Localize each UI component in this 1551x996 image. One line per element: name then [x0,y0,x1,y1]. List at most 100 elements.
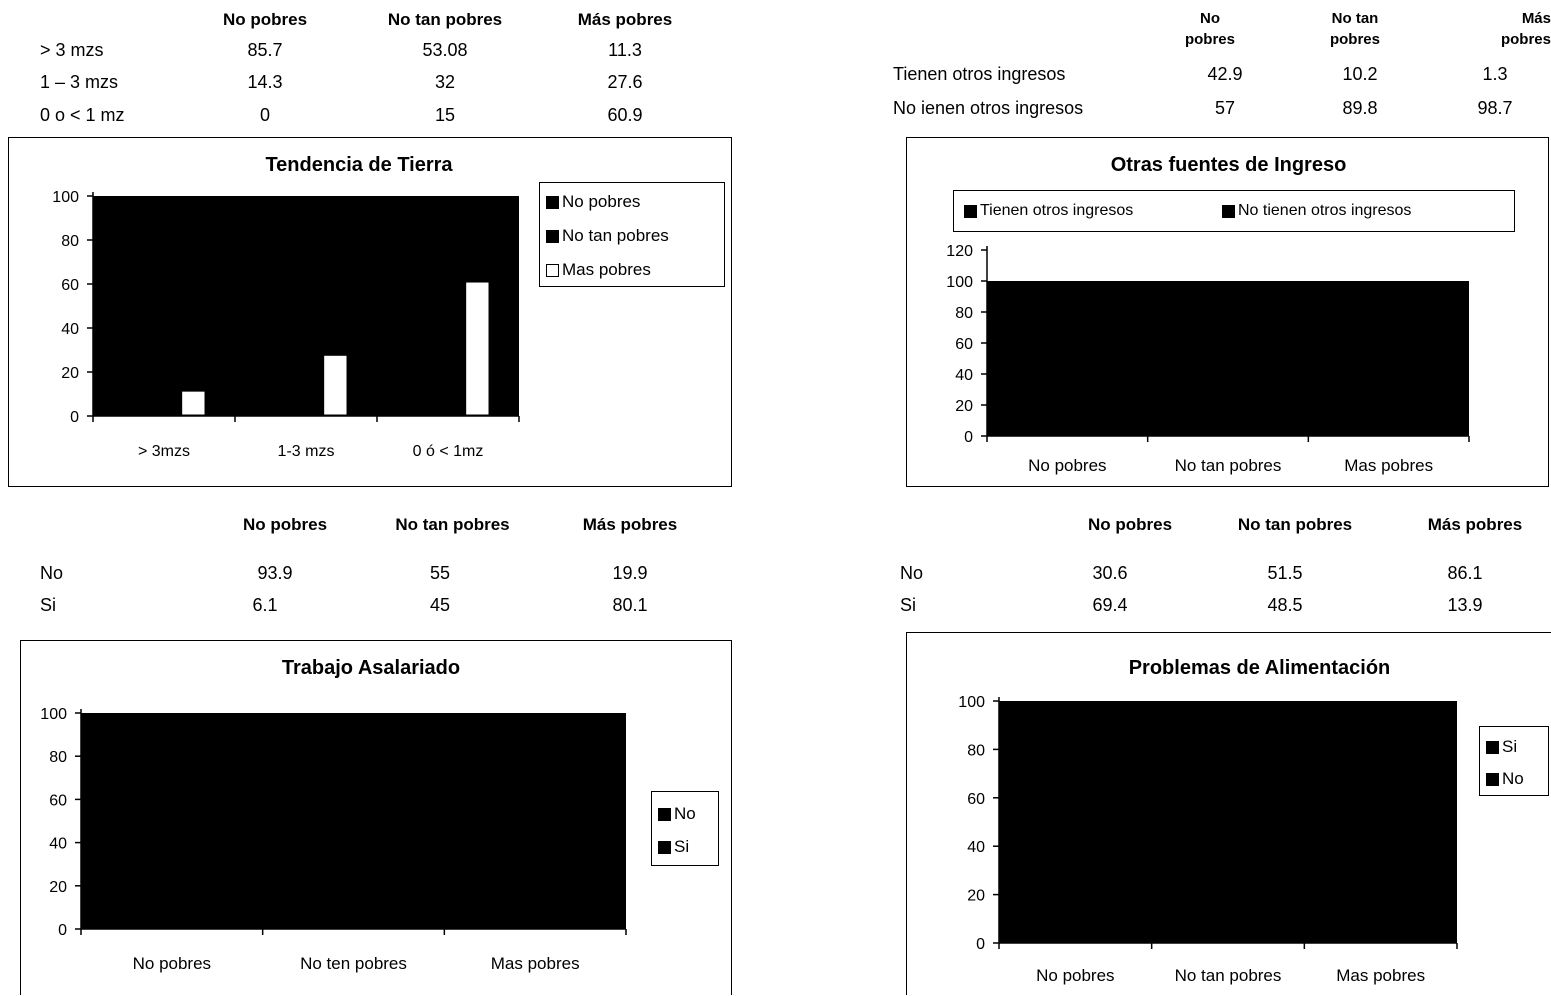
x-tick-label: Mas pobres [1344,456,1433,475]
legend-swatch [1486,740,1499,754]
chart-alimentacion-plot: 0 20 40 60 80 100 No pobres No tan pobres Mas po… [958,694,1458,985]
bar [174,915,226,928]
legend-item: Mas pobres [546,260,651,280]
legend-label: No tienen otros ingresos [1238,202,1412,219]
legend-label: Si [674,837,690,856]
x-tick-label: No tan pobres [1175,456,1282,475]
legend-swatch [964,204,977,218]
table-cell: 69.4 [1092,595,1128,615]
row-label: No ienen otros ingresos [893,98,1084,118]
y-tick-label: 20 [61,365,79,382]
table-header-line: No [1200,10,1220,27]
plot-area [999,701,1457,943]
bar [1341,433,1386,435]
table-header: No tan pobres [1305,8,1405,50]
bar [1020,369,1065,435]
y-tick-label: 40 [49,836,67,853]
table-cell: 53.08 [422,40,468,60]
table-header-line: pobres [1500,31,1551,48]
table-cell: 55 [429,563,451,583]
plot-area [81,713,626,929]
legend-swatch [1486,772,1499,786]
bar [1231,296,1275,435]
x-tick-label: No pobres [133,954,211,973]
legend-swatch [1222,204,1235,218]
row-label: No [900,563,924,583]
chart-legend: Si No [1479,726,1549,796]
row-label: Tienen otros ingresos [893,64,1066,84]
table-header: Más pobres [1460,8,1551,50]
y-tick-label: 60 [955,336,973,353]
legend-label: No tan pobres [562,226,669,245]
row-label: Si [900,595,917,615]
table-cell: 45 [429,595,451,615]
bar [1183,825,1225,942]
x-tick-label: Mas pobres [1336,966,1425,985]
bar [1336,909,1378,942]
table-cell: 11.3 [608,40,642,60]
chart-title: Problemas de Alimentación [1128,657,1391,679]
bar [118,726,169,928]
table-cell: 6.1 [252,595,278,615]
table-cell: 30.6 [1092,563,1128,583]
y-tick-label: 20 [49,879,67,896]
bar [294,345,318,415]
bar [465,281,490,416]
bar [538,755,589,928]
y-tick-label: 20 [967,888,985,905]
legend-swatch [658,840,671,854]
bar [1231,818,1273,942]
table-cell: 10.2 [1342,64,1378,84]
table-cell: 85.7 [247,40,283,60]
y-tick-label: 60 [967,791,985,808]
chart-ingresos: Otras fuentes de Ingreso 0 20 40 60 80 100 120… [906,137,1549,487]
table-cell: 48.5 [1267,595,1303,615]
table-cell: 0 [259,105,270,125]
x-tick-label: No ten pobres [300,954,407,973]
bar [1391,283,1436,435]
table-header: No pobres [222,10,308,29]
legend-item: Si [1486,737,1517,757]
bar [356,831,407,928]
x-tick-label: 1-3 mzs [278,443,335,460]
bar [122,227,147,415]
y-tick-label: 100 [40,706,67,723]
legend-label: Mas pobres [562,260,651,279]
bar [181,390,206,416]
legend-item: No pobres [546,192,640,212]
table-header: Más pobres [577,10,673,29]
y-tick-label: 80 [61,233,79,250]
table-header: No tan pobres [1237,515,1353,534]
x-tick-label: No tan pobres [1175,966,1282,985]
bar [1181,420,1225,435]
table-cell: 60.9 [607,105,643,125]
chart-alimentacion: Problemas de Alimentación 0 20 40 60 80 100 No… [906,632,1551,995]
legend-label: Si [1502,737,1518,756]
chart-ingresos-plot: 0 20 40 60 80 100 120 No pobres No tan pobres Mas… [946,243,1470,475]
bar [1070,347,1115,435]
row-label: 0 o < 1 mz [40,105,125,125]
table-header: No tan pobres [387,10,503,29]
y-tick-label: 40 [61,321,79,338]
legend-item: No [1486,769,1524,789]
table-header-line: No tan [1331,10,1379,27]
bar [1078,868,1120,942]
table-header-line: pobres [1184,31,1235,48]
row-label: 1 – 3 mzs [40,72,119,92]
table-header: No pobres [242,515,328,534]
table-cell: 86.1 [1447,563,1483,583]
x-tick-label: Mas pobres [491,954,580,973]
legend-label: No pobres [562,192,641,211]
chart-legend: No pobres No tan pobres Mas pobres [539,182,725,287]
table-header-line: pobres [1329,31,1380,48]
table-header: No pobres [1087,515,1173,534]
table-cell: 1.3 [1482,64,1508,84]
chart-title: Tendencia de Tierra [265,154,453,176]
legend-item: Si [658,837,689,857]
y-tick-label: 20 [955,398,973,415]
y-tick-label: 60 [61,277,79,294]
y-tick-label: 80 [49,749,67,766]
table-cell: 89.8 [1342,98,1378,118]
bar [1031,775,1073,942]
table-cell: 57 [1214,98,1236,118]
